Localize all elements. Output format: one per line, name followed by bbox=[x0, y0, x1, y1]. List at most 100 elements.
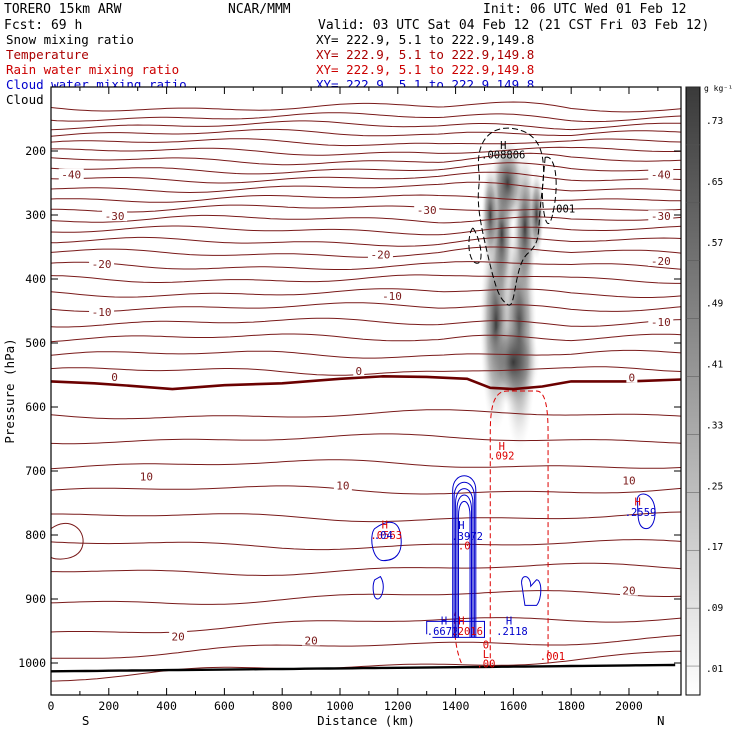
plot-area bbox=[51, 87, 681, 695]
isotherm bbox=[50, 138, 682, 147]
extremum-label: H bbox=[634, 497, 640, 509]
extremum-label: .00 bbox=[476, 658, 495, 670]
temperature-label: 20 bbox=[622, 585, 635, 598]
extremum-label: L bbox=[483, 649, 489, 661]
isotherm bbox=[50, 317, 682, 328]
y-tick-label: 800 bbox=[25, 528, 46, 542]
isotherm bbox=[50, 101, 682, 113]
isotherm bbox=[51, 562, 682, 577]
forecast-hour: Fcst: 69 h bbox=[4, 18, 82, 33]
temperature-label: -30 bbox=[417, 204, 437, 217]
label-backing bbox=[169, 630, 188, 642]
extremum-label: H bbox=[499, 441, 505, 453]
temperature-label: -20 bbox=[92, 258, 112, 271]
colorbar-tick-label: .01 bbox=[706, 664, 723, 675]
isotherm bbox=[50, 112, 682, 123]
isotherm bbox=[50, 204, 682, 213]
snow-shading bbox=[480, 138, 544, 452]
endpoint-north: N bbox=[657, 713, 665, 728]
isotherm bbox=[50, 349, 682, 359]
temperature-label: -40 bbox=[651, 169, 671, 182]
y-tick-label: 500 bbox=[25, 336, 46, 350]
colorbar-tick-label: .49 bbox=[706, 299, 723, 310]
isotherm bbox=[50, 333, 682, 343]
x-tick-label: 200 bbox=[98, 699, 119, 713]
extremum-label: .092 bbox=[489, 450, 514, 462]
snow-contours bbox=[468, 127, 557, 306]
snow-blob bbox=[490, 138, 525, 228]
colorbar-tick-label: .57 bbox=[706, 238, 723, 249]
extremum-label: .008806 bbox=[481, 150, 525, 162]
ground-surface bbox=[50, 663, 676, 673]
isotherm bbox=[50, 409, 682, 420]
label-backing bbox=[102, 210, 128, 222]
label-backing bbox=[626, 371, 638, 383]
label-backing bbox=[648, 315, 674, 327]
extremum-label: .001 bbox=[540, 651, 565, 663]
extremum-label: H bbox=[441, 616, 447, 628]
snow-contour-right bbox=[541, 156, 557, 224]
zero-isotherm bbox=[50, 374, 682, 391]
isotherm bbox=[50, 261, 682, 270]
colorbar-tick-label: .73 bbox=[706, 116, 723, 127]
extremum-label: H bbox=[506, 616, 512, 628]
isotherm bbox=[50, 181, 682, 194]
temperature-label: 10 bbox=[336, 480, 349, 493]
label-backing bbox=[648, 255, 674, 266]
extremum-label: 0 bbox=[483, 639, 489, 651]
isotherm bbox=[50, 274, 681, 284]
y-tick-label: 600 bbox=[25, 400, 46, 414]
label-backing bbox=[89, 306, 115, 318]
cloud-water-column bbox=[452, 475, 477, 638]
cloud-water-column bbox=[455, 488, 474, 638]
isotherm bbox=[50, 194, 681, 203]
init-time: Init: 06 UTC Wed 01 Feb 12 bbox=[483, 2, 687, 17]
colorbar-tick-label: .17 bbox=[706, 542, 723, 553]
x-tick-label: 2000 bbox=[615, 699, 643, 713]
colorbar-tick-label: .25 bbox=[706, 481, 723, 492]
extremum-label: .3972 bbox=[451, 531, 483, 543]
label-backing bbox=[137, 470, 156, 482]
y-tick-label: 1000 bbox=[18, 656, 46, 670]
cloud-water-base bbox=[426, 620, 485, 638]
label-backing bbox=[333, 479, 352, 491]
temperature-label: 0 bbox=[355, 365, 362, 378]
isotherm bbox=[50, 288, 682, 298]
isotherm bbox=[50, 617, 682, 634]
legend-field-name: Snow mixing ratio bbox=[6, 32, 134, 47]
temperature-label: 0 bbox=[111, 371, 118, 384]
endpoint-south: S bbox=[82, 713, 90, 728]
plot-frame bbox=[50, 86, 682, 696]
temperature-label: -30 bbox=[105, 210, 125, 223]
extremum-label: .2559 bbox=[625, 507, 657, 519]
legend-xy-range: XY= 222.9, 5.1 to 222.9,149.8 bbox=[316, 32, 534, 47]
snow-blob bbox=[487, 317, 540, 408]
rain-contour-main bbox=[489, 390, 549, 667]
axes: 0 200 400 600 800 1000 1200 1400 1600 1800 2000200… bbox=[2, 86, 682, 728]
isotherm bbox=[50, 152, 682, 166]
isotherm bbox=[50, 650, 682, 682]
isotherm bbox=[50, 366, 682, 376]
temperature-label: -10 bbox=[382, 290, 402, 303]
label-backing bbox=[414, 203, 440, 215]
isotherm bbox=[50, 246, 682, 258]
snow-blob bbox=[529, 170, 544, 260]
temperature-label: 20 bbox=[172, 631, 185, 644]
x-tick-label: 1200 bbox=[384, 699, 412, 713]
x-tick-label: 600 bbox=[214, 699, 235, 713]
colorbar: .01 .09 .17 .25 .33 .41 .49 .57 .65 .73 g kg⁻¹ bbox=[685, 84, 733, 696]
temperature-contours bbox=[50, 101, 682, 682]
isotherm-closed bbox=[50, 522, 84, 560]
temperature-label: -20 bbox=[651, 255, 671, 268]
isotherm bbox=[50, 128, 682, 137]
cloud-water-blob-far bbox=[636, 493, 656, 530]
cloud-water-blob-left bbox=[371, 521, 402, 562]
temperature-label: 10 bbox=[622, 475, 635, 488]
extremum-label: H bbox=[458, 520, 464, 532]
cloud-water-column bbox=[453, 481, 475, 638]
legend-xy-range: XY= 222.9, 5.1 to 222.9,149.8 bbox=[316, 62, 534, 77]
x-tick-label: 1400 bbox=[442, 699, 470, 713]
isotherm bbox=[50, 485, 682, 495]
temperature-label: -40 bbox=[61, 169, 81, 182]
